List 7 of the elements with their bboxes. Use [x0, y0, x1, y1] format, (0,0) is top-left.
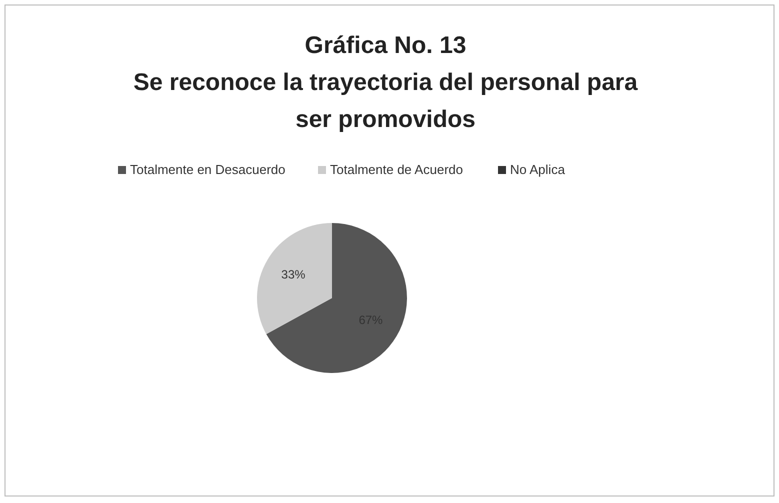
legend-label: Totalmente de Acuerdo: [330, 162, 463, 177]
legend-label: Totalmente en Desacuerdo: [130, 162, 286, 177]
legend-label: No Aplica: [510, 162, 566, 177]
chart-title: Gráfica No. 13 Se reconoce la trayectoria del personal para ser promovidos: [133, 32, 638, 133]
data-label: 33%: [281, 267, 306, 282]
pie-slice: [266, 223, 407, 373]
pie-slice: [257, 223, 332, 334]
